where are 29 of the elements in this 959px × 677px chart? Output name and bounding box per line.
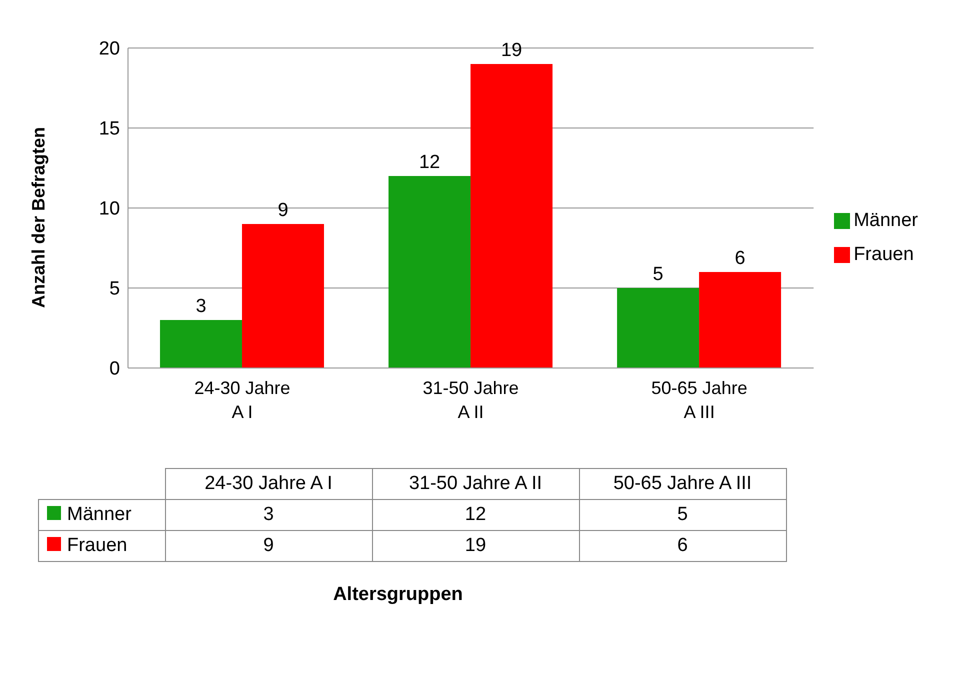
x-tick-label: 50-65 Jahre A III [651, 378, 748, 422]
y-tick-label: 5 [109, 278, 120, 300]
text: 9 [278, 200, 288, 221]
category-label: 31-50 Jahre A II [408, 473, 542, 494]
x-tick-label: 31-50 Jahre A II [422, 378, 519, 422]
data-label: 19 [372, 530, 579, 562]
data-label: 3 [165, 500, 372, 530]
x-tick-label: 24-30 Jahre A I [194, 378, 290, 422]
y-axis-title: Anzahl der Befragten [28, 126, 48, 308]
data-label: 5 [579, 500, 786, 530]
category-label: 24-30 Jahre A I [204, 473, 332, 494]
data-label: 9 [165, 530, 372, 562]
y-tick-label: 15 [98, 118, 120, 140]
y-tick-label: 0 [109, 358, 120, 380]
text: 19 [500, 40, 522, 61]
text: Altersgruppen [332, 584, 464, 606]
data-label: 6 [579, 530, 786, 562]
text: 6 [734, 248, 746, 269]
legend-label: Frauen [854, 244, 914, 265]
text: Frauen [67, 535, 128, 556]
data-label: 12 [372, 500, 579, 530]
text: Männer [854, 210, 918, 231]
text: 12 [418, 152, 440, 173]
y-tick-label: 20 [98, 38, 120, 60]
category-label: 50-65 Jahre A III [613, 473, 752, 494]
text: 5 [652, 264, 664, 285]
text: 3 [196, 296, 206, 317]
legend-label: Männer [38, 500, 165, 530]
y-tick-label: 10 [98, 198, 120, 220]
